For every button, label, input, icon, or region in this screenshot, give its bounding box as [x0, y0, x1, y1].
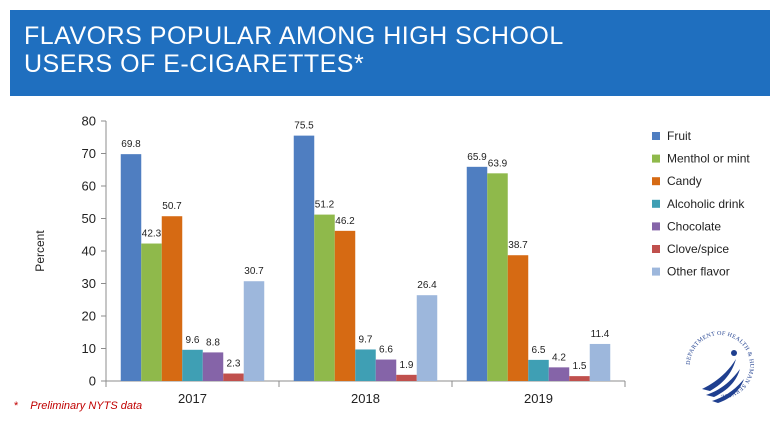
bar — [223, 373, 244, 381]
eagle-wing-3 — [712, 379, 744, 403]
legend-label: Candy — [667, 174, 702, 188]
y-tick-label: 40 — [82, 244, 96, 259]
data-label: 75.5 — [294, 121, 314, 132]
data-label: 9.7 — [359, 334, 373, 345]
data-label: 63.9 — [488, 158, 508, 169]
bar — [141, 243, 162, 381]
bar — [528, 359, 549, 381]
y-tick-label: 50 — [82, 211, 96, 226]
legend-label: Clove/spice — [667, 242, 729, 256]
bar — [243, 281, 265, 381]
bar — [334, 230, 356, 381]
bar — [548, 367, 570, 381]
legend-label: Other flavor — [667, 265, 730, 279]
eagle-head — [731, 350, 737, 356]
y-tick-label: 70 — [82, 146, 96, 161]
data-label: 65.9 — [467, 152, 487, 163]
legend-swatch — [652, 177, 660, 186]
bar — [120, 154, 142, 381]
bar — [416, 295, 438, 381]
eagle-wing-1 — [702, 359, 736, 391]
bar — [293, 135, 315, 381]
bar — [487, 173, 508, 381]
legend-swatch — [652, 222, 660, 231]
data-label: 4.2 — [552, 352, 566, 363]
data-label: 46.2 — [335, 216, 355, 227]
y-tick-label: 80 — [82, 114, 96, 129]
title-banner: FLAVORS POPULAR AMONG HIGH SCHOOL USERS … — [10, 10, 770, 96]
x-tick-label: 2017 — [178, 391, 207, 406]
legend-swatch — [652, 132, 660, 140]
y-tick-label: 0 — [89, 374, 96, 389]
data-label: 8.8 — [206, 337, 220, 348]
data-label: 42.3 — [142, 229, 162, 240]
legend-swatch — [652, 267, 660, 276]
bar — [569, 376, 590, 381]
legend-swatch — [652, 199, 660, 208]
hhs-seal-logo: DEPARTMENT OF HEALTH & HUMAN SERVICES · … — [678, 323, 754, 403]
bar — [355, 349, 376, 381]
y-tick-label: 10 — [82, 341, 96, 356]
y-tick-label: 30 — [82, 276, 96, 291]
y-axis-label: Percent — [33, 230, 47, 272]
data-label: 1.5 — [573, 361, 587, 372]
legend-label: Alcoholic drink — [667, 197, 745, 211]
data-label: 6.5 — [532, 345, 546, 356]
x-tick-label: 2019 — [524, 391, 553, 406]
bar — [375, 359, 397, 381]
chart-title-line-1: FLAVORS POPULAR AMONG HIGH SCHOOL — [24, 22, 564, 50]
data-label: 6.6 — [379, 345, 393, 356]
data-label: 38.7 — [508, 240, 528, 251]
footnote: * Preliminary NYTS data — [14, 400, 142, 412]
data-label: 1.9 — [400, 360, 414, 371]
data-label: 69.8 — [121, 139, 141, 150]
bar — [396, 374, 417, 381]
bar — [507, 255, 529, 381]
x-tick-label: 2018 — [351, 391, 380, 406]
data-label: 11.4 — [591, 329, 610, 340]
y-tick-label: 60 — [82, 179, 96, 194]
legend-swatch — [652, 245, 660, 253]
data-label: 2.3 — [227, 359, 241, 370]
bar — [202, 352, 224, 381]
data-label: 50.7 — [162, 201, 182, 212]
bar — [182, 349, 203, 381]
y-tick-label: 20 — [82, 309, 96, 324]
bar — [466, 166, 488, 381]
legend-swatch — [652, 154, 660, 163]
footnote-marker: * — [14, 400, 19, 412]
bar — [161, 216, 183, 381]
eagle-wing-2 — [706, 369, 740, 397]
chart-title: FLAVORS POPULAR AMONG HIGH SCHOOL USERS … — [24, 22, 624, 78]
svg-text:DEPARTMENT OF HEALTH & HUMAN S: DEPARTMENT OF HEALTH & HUMAN SERVICES · … — [678, 323, 754, 399]
chart-title-line-2: USERS OF E-CIGARETTES* — [24, 50, 365, 78]
legend-label: Menthol or mint — [667, 152, 750, 166]
footnote-text: Preliminary NYTS data — [30, 400, 143, 412]
bar — [589, 343, 611, 381]
data-label: 30.7 — [244, 266, 264, 277]
data-label: 9.6 — [186, 335, 200, 346]
data-label: 51.2 — [315, 200, 335, 211]
legend-label: Chocolate — [667, 219, 721, 233]
legend-label: Fruit — [667, 129, 692, 143]
bar — [314, 214, 335, 381]
data-label: 26.4 — [417, 280, 437, 291]
